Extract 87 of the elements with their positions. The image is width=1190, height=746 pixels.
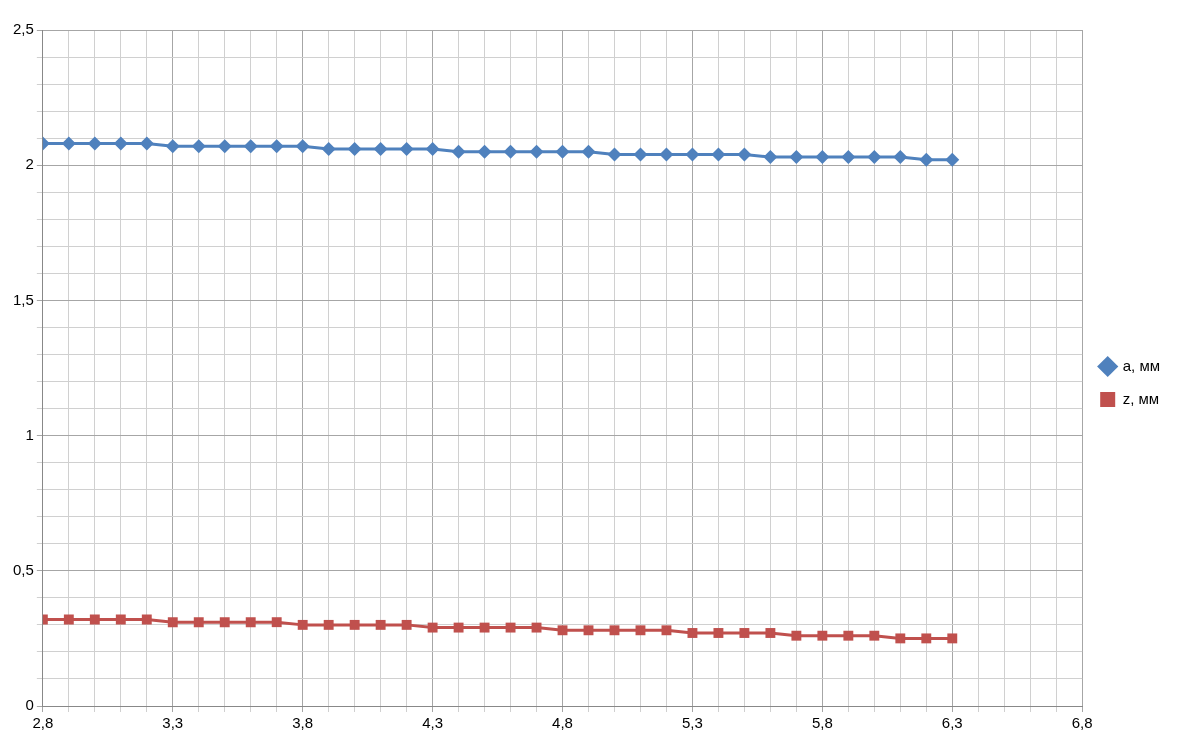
point: [919, 152, 934, 167]
point: [425, 141, 440, 156]
point: [815, 150, 830, 165]
point: [219, 617, 230, 628]
point: [609, 625, 620, 636]
point: [737, 147, 752, 162]
point: [947, 633, 958, 644]
point: [245, 617, 256, 628]
point: [791, 630, 802, 641]
legend-label: z, мм: [1122, 389, 1160, 407]
point: [61, 136, 76, 151]
point: [323, 619, 334, 630]
point: [531, 622, 542, 633]
y-tick-label: 2: [25, 155, 34, 173]
point: [945, 152, 960, 167]
point: [373, 141, 388, 156]
x-tick-label: 6,3: [941, 714, 963, 732]
point: [453, 622, 464, 633]
point: [503, 144, 518, 159]
point: [167, 617, 178, 628]
point: [113, 136, 128, 151]
x-tick-label: 2,8: [32, 714, 54, 732]
point: [685, 147, 700, 162]
point: [555, 144, 570, 159]
point: [633, 147, 648, 162]
point: [659, 147, 674, 162]
point: [63, 614, 74, 625]
point: [867, 150, 882, 165]
point: [87, 136, 102, 151]
point: [139, 136, 154, 151]
point: [451, 144, 466, 159]
x-tick-label: 4,8: [552, 714, 573, 732]
point: [321, 141, 336, 156]
x-tick-label: 6,8: [1071, 714, 1093, 732]
point: [349, 619, 360, 630]
point: [115, 614, 126, 625]
point: [347, 141, 362, 156]
y-tick-label: 1: [25, 425, 34, 443]
point: [427, 622, 438, 633]
point: [581, 144, 596, 159]
point: [921, 633, 932, 644]
point: [661, 625, 672, 636]
point: [711, 147, 726, 162]
point: [217, 139, 232, 154]
x-tick-label: 5,3: [682, 714, 703, 732]
legend-label: a, мм: [1122, 356, 1161, 374]
point: [895, 633, 906, 644]
point: [271, 617, 282, 628]
x-tick-label: 3,3: [162, 714, 184, 732]
point: [479, 622, 490, 633]
y-tick-label: 0,5: [12, 560, 34, 578]
point: [529, 144, 544, 159]
point: [557, 625, 568, 636]
point: [713, 628, 724, 638]
point: [243, 139, 258, 154]
point: [789, 150, 804, 165]
y-tick-label: 2,5: [12, 20, 34, 38]
x-tick-label: 5,8: [811, 714, 833, 732]
point: [687, 628, 698, 638]
y-tick-label: 0: [25, 696, 34, 714]
x-tick-label: 4,3: [422, 714, 444, 732]
point: [635, 625, 646, 636]
point: [477, 144, 492, 159]
point: [375, 619, 386, 630]
point: [583, 625, 594, 636]
point: [739, 628, 750, 638]
point: [765, 628, 776, 638]
point: [193, 617, 204, 628]
point: [269, 139, 284, 154]
point: [401, 619, 412, 630]
point: [191, 139, 206, 154]
point: [89, 614, 100, 625]
point: [141, 614, 152, 625]
point: [399, 141, 414, 156]
point: [841, 150, 856, 165]
point: [297, 619, 308, 630]
point: [869, 630, 880, 641]
point: [505, 622, 516, 633]
point: [165, 139, 180, 154]
point: [295, 139, 310, 154]
point: [893, 150, 908, 165]
point: [763, 150, 778, 165]
point: [843, 630, 854, 641]
x-tick-label: 3,8: [292, 714, 314, 732]
point: [607, 147, 622, 162]
point: [817, 630, 828, 641]
y-tick-label: 1,5: [12, 290, 34, 308]
